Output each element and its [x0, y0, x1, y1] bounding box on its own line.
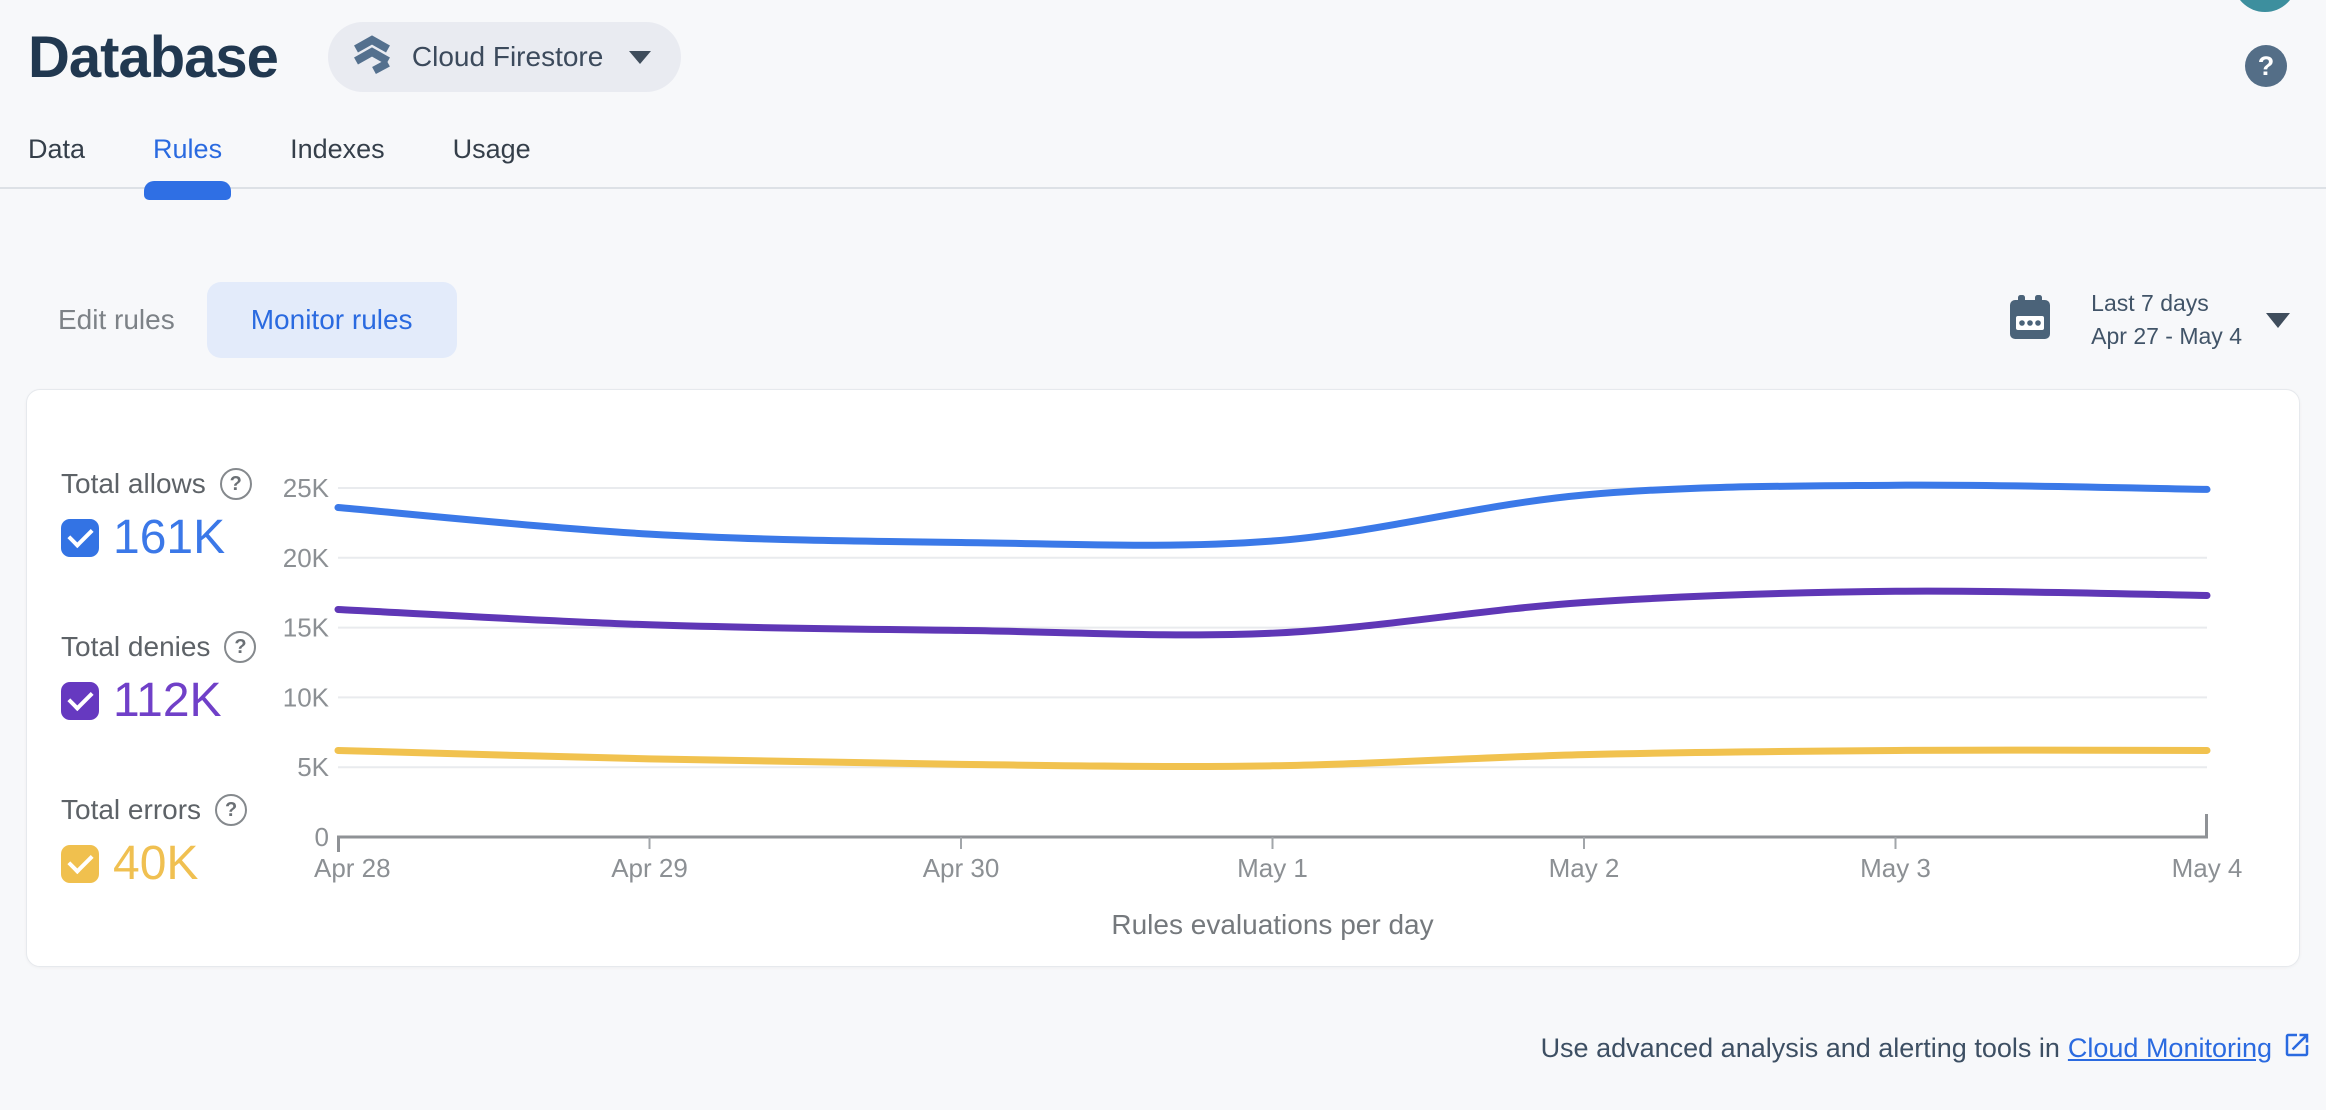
svg-text:20K: 20K [283, 543, 330, 573]
series-total: 40K [113, 837, 199, 890]
date-range-secondary: Apr 27 - May 4 [2091, 323, 2242, 349]
chevron-down-icon [2266, 312, 2290, 328]
svg-text:15K: 15K [283, 613, 330, 643]
tab-data[interactable]: Data [28, 134, 86, 164]
page-header: Database Cloud Firestore ? [0, 0, 2326, 92]
date-range-text: Last 7 days Apr 27 - May 4 [2091, 287, 2242, 353]
help-icon[interactable]: ? [219, 468, 252, 500]
rules-evaluations-chart: 0 5K 10K 15K 20K 25K Apr 28 Apr 29 Apr 30 May 1 Ma… [283, 473, 2243, 883]
footer-note: Use advanced analysis and alerting tools… [0, 1030, 2326, 1067]
series-checkbox[interactable] [61, 844, 99, 883]
product-selector-label: Cloud Firestore [411, 41, 604, 72]
tab-bar: Data Rules Indexes Usage [0, 120, 2326, 200]
svg-text:25K: 25K [283, 473, 330, 503]
rules-toolbar: Edit rules Monitor rules Last 7 days Apr… [0, 282, 2326, 358]
legend-total-denies: Total denies ? 112K [61, 631, 272, 728]
legend-total-errors: Total errors ? 40K [61, 794, 272, 891]
series-total: 112K [113, 674, 222, 727]
series-label: Total denies [61, 631, 211, 662]
chevron-down-icon [629, 50, 652, 64]
chart-caption: Rules evaluations per day [1111, 909, 1434, 940]
external-link-icon [2282, 1030, 2312, 1067]
avatar[interactable] [2233, 0, 2297, 12]
help-icon[interactable]: ? [215, 794, 248, 826]
svg-text:May 3: May 3 [1860, 853, 1931, 883]
svg-text:May 4: May 4 [2172, 853, 2243, 883]
monitor-rules-button[interactable]: Monitor rules [206, 282, 457, 358]
firestore-icon [350, 33, 394, 82]
cloud-monitoring-link[interactable]: Cloud Monitoring [2068, 1030, 2312, 1067]
help-icon[interactable]: ? [224, 631, 257, 663]
calendar-icon [2007, 294, 2053, 347]
date-range-selector[interactable]: Last 7 days Apr 27 - May 4 [2007, 287, 2290, 353]
tab-rules[interactable]: Rules [144, 120, 232, 200]
page-title: Database [28, 24, 279, 90]
chart-area: 0 5K 10K 15K 20K 25K Apr 28 Apr 29 Apr 30 May 1 Ma… [272, 390, 2267, 941]
tab-usage[interactable]: Usage [452, 134, 531, 164]
date-range-primary: Last 7 days [2091, 290, 2209, 316]
legend-total-allows: Total allows ? 161K [61, 468, 272, 565]
series-checkbox[interactable] [61, 681, 99, 720]
chart-legend: Total allows ? 161K Total denies ? 112K … [61, 390, 272, 957]
svg-text:May 1: May 1 [1237, 853, 1308, 883]
footer-text: Use advanced analysis and alerting tools… [1540, 1033, 2060, 1063]
rules-monitor-card: Total allows ? 161K Total denies ? 112K … [26, 389, 2300, 967]
svg-text:May 2: May 2 [1549, 853, 1620, 883]
svg-text:0: 0 [315, 822, 329, 852]
svg-text:5K: 5K [297, 752, 329, 782]
edit-rules-button[interactable]: Edit rules [58, 304, 175, 335]
svg-text:10K: 10K [283, 682, 330, 712]
help-icon[interactable]: ? [2245, 45, 2287, 87]
series-label: Total allows [61, 468, 206, 499]
tab-indexes[interactable]: Indexes [290, 134, 385, 164]
svg-text:Apr 29: Apr 29 [611, 853, 688, 883]
series-checkbox[interactable] [61, 518, 99, 557]
svg-text:Apr 30: Apr 30 [923, 853, 1000, 883]
series-total: 161K [113, 511, 226, 564]
svg-text:Apr 28: Apr 28 [314, 853, 391, 883]
series-label: Total errors [61, 794, 202, 825]
product-selector[interactable]: Cloud Firestore [327, 22, 682, 92]
